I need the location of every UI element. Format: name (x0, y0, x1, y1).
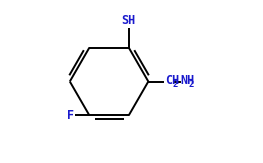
Text: F: F (67, 109, 74, 122)
Text: 2: 2 (172, 80, 178, 89)
Text: SH: SH (122, 14, 136, 27)
Text: NH: NH (181, 74, 195, 87)
Text: 2: 2 (188, 80, 194, 89)
Text: CH: CH (165, 74, 179, 87)
